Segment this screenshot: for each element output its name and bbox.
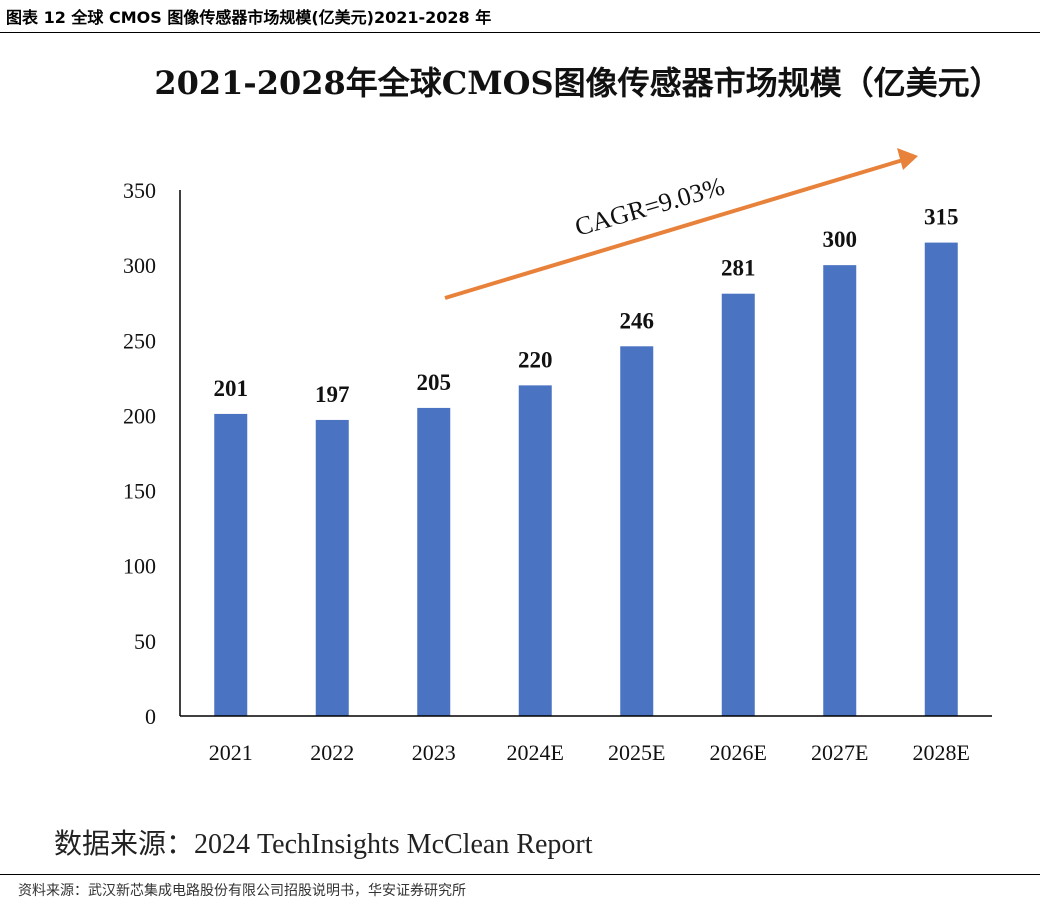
x-tick-label-2025E: 2025E [608, 740, 665, 765]
y-tick-label: 200 [123, 403, 156, 428]
x-axis-labels: 2021 2022 2023 2024E 2025E 2026E 2027E 2028E [209, 740, 970, 765]
value-labels: 201 197 205 220 246 281 300 315 [214, 205, 959, 407]
x-tick-label-2027E: 2027E [811, 740, 868, 765]
x-tick-label-2021: 2021 [209, 740, 253, 765]
bars-group [214, 242, 958, 716]
value-label-2024E: 220 [518, 347, 553, 372]
bar-2023 [417, 407, 451, 716]
y-axis-ticks: 0 50 100 150 200 250 300 350 [123, 178, 156, 729]
x-tick-label-2026E: 2026E [710, 740, 767, 765]
bar-2026E [721, 293, 755, 716]
value-label-2022: 197 [315, 382, 350, 407]
x-tick-label-2028E: 2028E [913, 740, 970, 765]
value-label-2028E: 315 [924, 205, 959, 230]
cagr-label: CAGR=9.03% [572, 171, 728, 241]
trend-arrow [444, 158, 904, 300]
value-label-2023: 205 [417, 370, 452, 395]
bar-chart: 2021-2028年全球CMOS图像传感器市场规模（亿美元） 0 50 100 150… [123, 64, 1002, 765]
chart-source-note: 数据来源：2024 TechInsights McClean Report [54, 829, 593, 860]
x-tick-label-2023: 2023 [412, 740, 456, 765]
bottom-divider [0, 874, 1040, 875]
chart-title: 2021-2028年全球CMOS图像传感器市场规模（亿美元） [154, 64, 1001, 102]
y-tick-label: 250 [123, 328, 156, 353]
bar-2027E [823, 265, 857, 716]
x-tick-label-2022: 2022 [310, 740, 354, 765]
bar-2022 [315, 419, 349, 716]
value-label-2027E: 300 [823, 227, 858, 252]
bar-2024E [518, 385, 552, 716]
y-tick-label: 150 [123, 479, 156, 504]
page-source-note: 资料来源：武汉新芯集成电路股份有限公司招股说明书，华安证券研究所 [18, 883, 466, 899]
figure-caption: 图表 12 全球 CMOS 图像传感器市场规模(亿美元)2021-2028 年 [6, 8, 492, 27]
trend-arrowhead [897, 148, 918, 170]
value-label-2021: 201 [214, 376, 249, 401]
top-divider [0, 32, 1040, 33]
bar-2028E [924, 242, 958, 716]
bar-2025E [620, 346, 654, 716]
x-tick-label-2024E: 2024E [507, 740, 564, 765]
value-label-2025E: 246 [620, 308, 655, 333]
y-tick-label: 50 [134, 629, 156, 654]
bar-2021 [214, 413, 248, 716]
y-tick-label: 100 [123, 554, 156, 579]
y-tick-label: 350 [123, 178, 156, 203]
value-label-2026E: 281 [721, 256, 756, 281]
y-tick-label: 300 [123, 253, 156, 278]
y-tick-label: 0 [145, 704, 156, 729]
